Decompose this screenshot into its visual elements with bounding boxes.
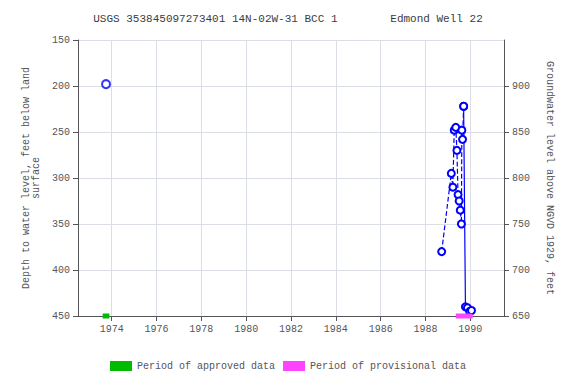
svg-text:surface: surface (31, 157, 42, 199)
svg-text:700: 700 (512, 265, 530, 276)
svg-text:Groundwater level above NGVD 1: Groundwater level above NGVD 1929, feet (544, 61, 555, 295)
svg-text:250: 250 (52, 127, 70, 138)
svg-text:800: 800 (512, 173, 530, 184)
svg-text:900: 900 (512, 81, 530, 92)
svg-text:Depth to water level, feet bel: Depth to water level, feet below land (20, 67, 32, 289)
svg-text:750: 750 (512, 219, 530, 230)
svg-text:1986: 1986 (369, 324, 393, 335)
svg-text:650: 650 (512, 311, 530, 322)
svg-text:150: 150 (52, 35, 70, 46)
svg-text:1982: 1982 (279, 324, 303, 335)
svg-text:1984: 1984 (324, 324, 348, 335)
svg-text:1976: 1976 (144, 324, 168, 335)
svg-text:300: 300 (52, 173, 70, 184)
svg-text:850: 850 (512, 127, 530, 138)
svg-text:1980: 1980 (234, 324, 258, 335)
svg-text:450: 450 (52, 311, 70, 322)
svg-text:USGS 353845097273401 14N-02W-3: USGS 353845097273401 14N-02W-31 BCC 1 Ed… (93, 13, 482, 25)
svg-text:400: 400 (52, 265, 70, 276)
svg-text:1988: 1988 (414, 324, 438, 335)
svg-text:Period of approved data: Period of approved data (137, 361, 275, 372)
svg-text:350: 350 (52, 219, 70, 230)
svg-text:1978: 1978 (189, 324, 213, 335)
svg-text:1990: 1990 (458, 324, 482, 335)
svg-text:Period of provisional data: Period of provisional data (310, 361, 466, 372)
svg-text:1974: 1974 (100, 324, 124, 335)
svg-text:200: 200 (52, 81, 70, 92)
